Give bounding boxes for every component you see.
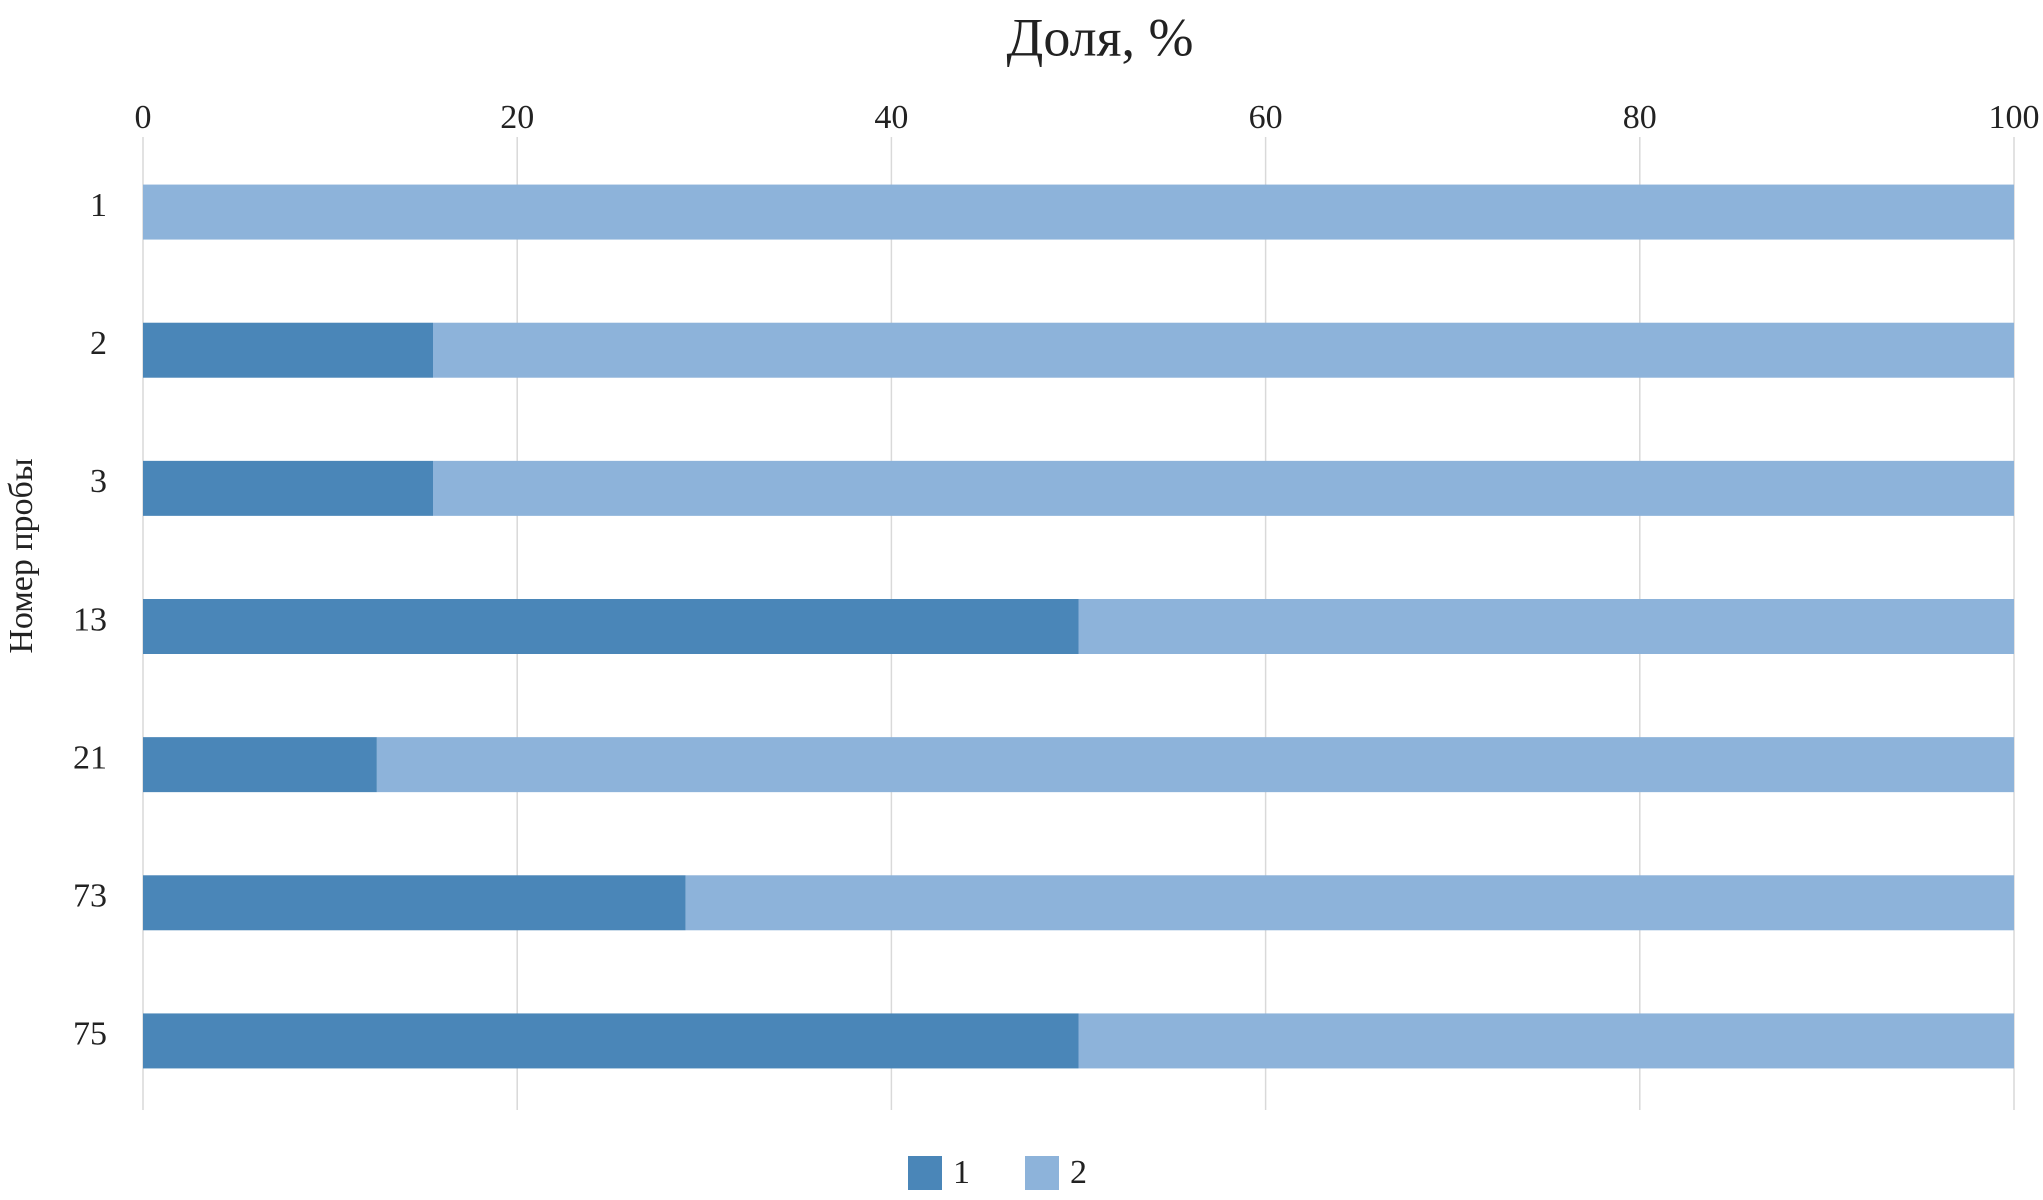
legend-label: 1 [953,1154,970,1191]
chart-title: Доля, % [1007,7,1194,67]
x-tick-label: 80 [1623,99,1657,136]
x-tick-label: 100 [1989,99,2040,136]
bar-segment [143,737,377,793]
y-tick-label: 2 [90,325,107,362]
y-tick-label: 13 [73,601,107,638]
bar-segment [1078,599,2014,654]
y-tick-label: 1 [90,187,107,224]
bar-segment [433,460,2014,516]
y-tick-label: 21 [73,739,107,776]
bar-segment [143,184,2014,240]
legend-swatch [1025,1156,1059,1190]
bar-segment [376,737,2014,793]
legend-label: 2 [1070,1154,1087,1191]
bar-segment [143,322,434,378]
y-tick-label: 73 [73,878,107,915]
y-tick-label: 3 [90,463,107,500]
bar-segment [143,1013,1079,1069]
bar-segment [685,875,2014,931]
x-tick-label: 0 [135,99,152,136]
bar-segment [143,875,686,931]
x-tick-label: 20 [500,99,534,136]
bar-segment [143,460,434,516]
legend-swatch [908,1156,942,1190]
y-tick-label: 75 [73,1016,107,1053]
x-tick-label: 60 [1249,99,1283,136]
x-tick-label: 40 [874,99,908,136]
bar-segment [1078,1013,2014,1069]
bar-segment [433,322,2014,378]
y-axis-label: Номер пробы [3,458,40,654]
bar-segment [143,599,1079,654]
